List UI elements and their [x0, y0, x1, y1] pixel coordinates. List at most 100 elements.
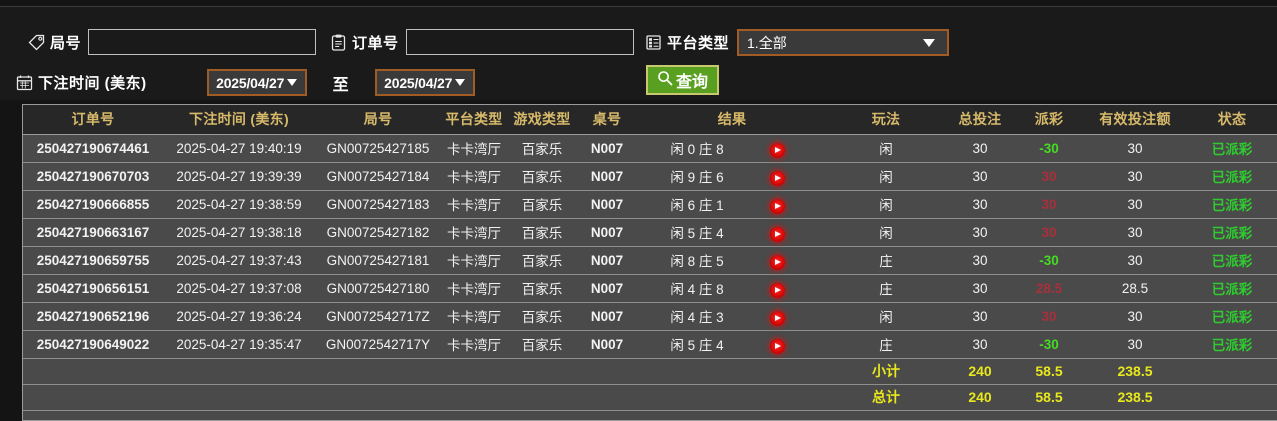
cell-payout: 30: [1015, 302, 1083, 331]
cell-total-bet: 30: [945, 162, 1015, 191]
bet-time-label: 下注时间 (美东): [38, 75, 147, 92]
play-icon[interactable]: [769, 226, 785, 242]
cell-valid-bet: 30: [1083, 162, 1187, 191]
cell-bet-time: 2025-04-27 19:39:39: [163, 162, 315, 191]
cell-play: 闲: [827, 134, 945, 163]
cell-round-no: GN0072542717Z: [315, 302, 441, 331]
table-row[interactable]: 250427190659755 2025-04-27 19:37:43 GN0072…: [23, 246, 1277, 275]
cell-payout: -30: [1015, 246, 1083, 275]
result-text: 闲 5 庄 4: [670, 226, 724, 241]
table-header-cell: 下注时间 (美东): [163, 105, 315, 135]
table-row[interactable]: 250427190649022 2025-04-27 19:35:47 GN0072…: [23, 330, 1277, 359]
play-icon[interactable]: [769, 310, 785, 326]
cell-status: 已派彩: [1187, 134, 1277, 163]
result-text: 闲 5 庄 4: [670, 338, 724, 353]
order-no-input[interactable]: [405, 29, 634, 55]
cell-game: 百家乐: [507, 134, 577, 163]
cell-order-no: 250427190652196: [23, 302, 163, 331]
cell-order-no: 250427190674461: [23, 134, 163, 163]
play-icon[interactable]: [769, 254, 785, 270]
bet-time-from-picker[interactable]: 2025/04/27: [206, 69, 307, 96]
replay-icon-holder: [742, 226, 812, 242]
table-header-cell: 有效投注额: [1083, 105, 1187, 135]
bet-time-field: 下注时间 (美东) 2025/04/27 至 2025/04/27: [16, 69, 475, 96]
cell-order-no: 250427190670703: [23, 162, 163, 191]
cell-play: 闲: [827, 190, 945, 219]
result-text: 闲 0 庄 8: [670, 142, 724, 157]
cell-valid-bet: 30: [1083, 330, 1187, 359]
cell-result: 闲 4 庄 8: [637, 274, 827, 303]
cell-valid-bet: 30: [1083, 218, 1187, 247]
cell-platform: 卡卡湾厅: [441, 162, 507, 191]
table-row[interactable]: 250427190656151 2025-04-27 19:37:08 GN0072…: [23, 274, 1277, 303]
summary-total-bet: 240: [945, 384, 1015, 411]
orders-table: 订单号 下注时间 (美东) 局号 平台类型 游戏类型 桌号 结果 玩法 总投注 派彩 有效投注额 状态…: [23, 105, 1277, 411]
cell-payout: -30: [1015, 134, 1083, 163]
bet-time-to-value: 2025/04/27: [384, 74, 453, 91]
cell-game: 百家乐: [507, 274, 577, 303]
cell-payout: 28.5: [1015, 274, 1083, 303]
table-row[interactable]: 250427190670703 2025-04-27 19:39:39 GN0072…: [23, 162, 1277, 191]
summary-tail: [1187, 358, 1277, 385]
play-icon[interactable]: [769, 198, 785, 214]
cell-result: 闲 5 庄 4: [637, 330, 827, 359]
bet-time-from-value: 2025/04/27: [216, 74, 285, 91]
cell-bet-time: 2025-04-27 19:35:47: [163, 330, 315, 359]
cell-table: N007: [577, 330, 637, 359]
round-no-input[interactable]: [88, 29, 317, 55]
bet-time-to-picker[interactable]: 2025/04/27: [374, 69, 475, 96]
cell-order-no: 250427190659755: [23, 246, 163, 275]
play-icon[interactable]: [769, 142, 785, 158]
cell-platform: 卡卡湾厅: [441, 274, 507, 303]
cell-table: N007: [577, 246, 637, 275]
cell-status: 已派彩: [1187, 162, 1277, 191]
replay-icon-holder: [742, 310, 812, 326]
summary-valid-bet: 238.5: [1083, 384, 1187, 411]
cell-valid-bet: 30: [1083, 246, 1187, 275]
cell-payout: 30: [1015, 190, 1083, 219]
replay-icon-holder: [742, 338, 812, 354]
clipboard-icon: [330, 34, 347, 51]
query-button-label: 查询: [676, 74, 709, 91]
platform-type-selected-value: 1.全部: [747, 34, 787, 51]
table-row[interactable]: 250427190666855 2025-04-27 19:38:59 GN0072…: [23, 190, 1277, 219]
cell-total-bet: 30: [945, 246, 1015, 275]
cell-bet-time: 2025-04-27 19:40:19: [163, 134, 315, 163]
result-text: 闲 4 庄 3: [670, 310, 724, 325]
cell-platform: 卡卡湾厅: [441, 218, 507, 247]
query-button[interactable]: 查询: [646, 65, 720, 95]
cell-result: 闲 9 庄 6: [637, 162, 827, 191]
cell-status: 已派彩: [1187, 302, 1277, 331]
cell-result: 闲 8 庄 5: [637, 246, 827, 275]
query-field: 查询: [646, 65, 720, 95]
cell-platform: 卡卡湾厅: [441, 330, 507, 359]
chevron-down-icon: [923, 38, 936, 47]
summary-row: 总计 240 58.5 238.5: [23, 384, 1277, 411]
play-icon[interactable]: [769, 282, 785, 298]
summary-total-bet: 240: [945, 358, 1015, 385]
play-icon[interactable]: [769, 338, 785, 354]
cell-status: 已派彩: [1187, 246, 1277, 275]
cell-game: 百家乐: [507, 218, 577, 247]
bet-time-between-label: 至: [332, 76, 349, 94]
table-row[interactable]: 250427190663167 2025-04-27 19:38:18 GN0072…: [23, 218, 1277, 247]
summary-payout: 58.5: [1015, 384, 1083, 411]
table-row[interactable]: 250427190674461 2025-04-27 19:40:19 GN0072…: [23, 134, 1277, 163]
result-text: 闲 8 庄 5: [670, 254, 724, 269]
cell-status: 已派彩: [1187, 190, 1277, 219]
list-icon: [645, 34, 662, 51]
table-header-cell: 订单号: [23, 105, 163, 135]
cell-total-bet: 30: [945, 134, 1015, 163]
cell-payout: 30: [1015, 162, 1083, 191]
table-header-cell: 平台类型: [441, 105, 507, 135]
play-icon[interactable]: [769, 170, 785, 186]
cell-bet-time: 2025-04-27 19:36:24: [163, 302, 315, 331]
round-no-field: 局号: [28, 29, 317, 55]
cell-result: 闲 0 庄 8: [637, 134, 827, 163]
platform-type-select[interactable]: 1.全部: [737, 29, 950, 56]
cell-result: 闲 4 庄 3: [637, 302, 827, 331]
cell-payout: -30: [1015, 330, 1083, 359]
cell-result: 闲 6 庄 1: [637, 190, 827, 219]
order-no-field: 订单号: [330, 29, 634, 55]
table-row[interactable]: 250427190652196 2025-04-27 19:36:24 GN0072…: [23, 302, 1277, 331]
